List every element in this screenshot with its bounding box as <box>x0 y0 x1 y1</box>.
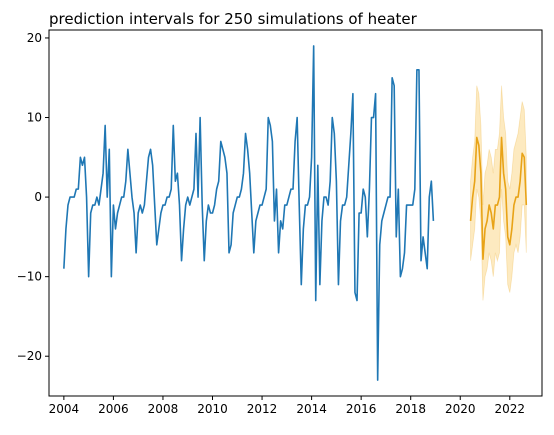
x-tick-label: 2012 <box>247 402 278 416</box>
y-tick-label: 0 <box>34 190 42 204</box>
plot-area <box>63 45 528 381</box>
axes-frame <box>48 29 543 397</box>
x-tick-label: 2010 <box>197 402 228 416</box>
chart-title: prediction intervals for 250 simulations… <box>49 10 418 28</box>
y-axis: −20 −10 0 10 20 <box>17 31 49 363</box>
x-tick-label: 2018 <box>395 402 426 416</box>
history-line <box>63 45 435 381</box>
x-tick-label: 2004 <box>49 402 80 416</box>
x-tick-label: 2016 <box>346 402 377 416</box>
x-tick-label: 2006 <box>98 402 129 416</box>
y-tick-label: −10 <box>17 270 42 284</box>
x-tick-label: 2020 <box>445 402 476 416</box>
x-tick-label: 2014 <box>296 402 327 416</box>
y-tick-label: 20 <box>27 31 42 45</box>
x-tick-label: 2008 <box>148 402 179 416</box>
y-tick-label: 10 <box>27 111 42 125</box>
x-tick-label: 2022 <box>495 402 526 416</box>
forecast-line <box>469 136 528 260</box>
x-axis: 2004 2006 2008 2010 2012 2014 2016 2018 2020 2022 <box>49 396 525 416</box>
y-tick-label: −20 <box>17 349 42 363</box>
